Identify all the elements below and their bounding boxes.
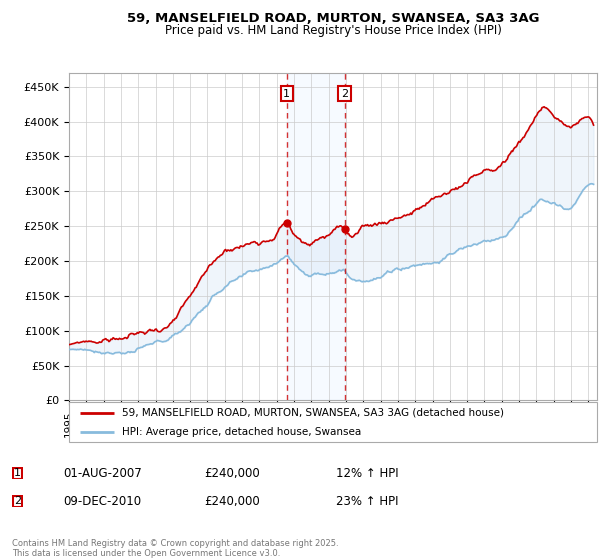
- FancyBboxPatch shape: [13, 468, 22, 479]
- Text: 2: 2: [14, 496, 21, 506]
- Text: £240,000: £240,000: [204, 466, 260, 480]
- FancyBboxPatch shape: [69, 402, 597, 442]
- Text: 12% ↑ HPI: 12% ↑ HPI: [336, 466, 398, 480]
- Text: 09-DEC-2010: 09-DEC-2010: [63, 494, 141, 508]
- Bar: [287, 73, 344, 400]
- Text: 2: 2: [341, 88, 348, 99]
- Text: £240,000: £240,000: [204, 494, 260, 508]
- Text: 01-AUG-2007: 01-AUG-2007: [63, 466, 142, 480]
- Text: 1: 1: [283, 88, 290, 99]
- Text: Contains HM Land Registry data © Crown copyright and database right 2025.
This d: Contains HM Land Registry data © Crown c…: [12, 539, 338, 558]
- Text: HPI: Average price, detached house, Swansea: HPI: Average price, detached house, Swan…: [122, 427, 361, 436]
- FancyBboxPatch shape: [13, 496, 22, 507]
- Text: 1: 1: [14, 468, 21, 478]
- Text: 59, MANSELFIELD ROAD, MURTON, SWANSEA, SA3 3AG (detached house): 59, MANSELFIELD ROAD, MURTON, SWANSEA, S…: [122, 408, 504, 418]
- Text: 59, MANSELFIELD ROAD, MURTON, SWANSEA, SA3 3AG: 59, MANSELFIELD ROAD, MURTON, SWANSEA, S…: [127, 12, 539, 25]
- Text: Price paid vs. HM Land Registry's House Price Index (HPI): Price paid vs. HM Land Registry's House …: [164, 24, 502, 36]
- Text: 23% ↑ HPI: 23% ↑ HPI: [336, 494, 398, 508]
